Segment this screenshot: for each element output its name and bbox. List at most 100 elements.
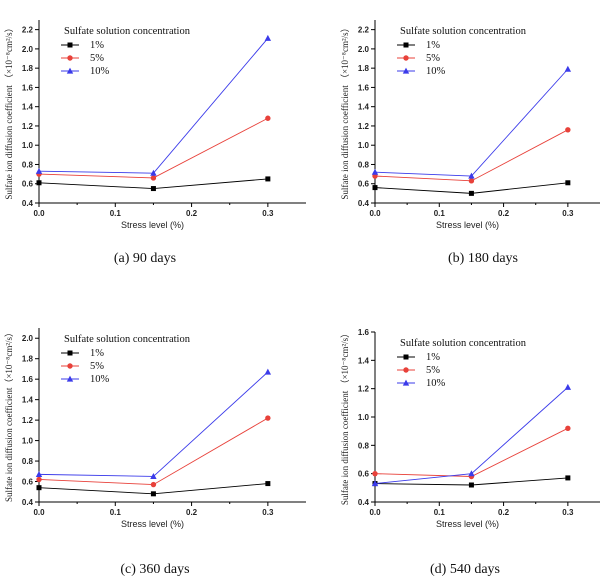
data-point-10pct <box>150 169 157 176</box>
data-point-10pct <box>564 383 572 390</box>
y-tick-label: 1.2 <box>22 416 34 425</box>
data-point-10pct <box>35 470 43 477</box>
data-point-10pct <box>371 168 379 175</box>
x-axis-label: Stress level (%) <box>121 519 184 529</box>
chart-panel-1: 0.0 0.1 0.2 0.3 0.4 0.6 0.8 1.0 1.2 1.4 1.6 1.8 2.0 2… <box>4 20 306 266</box>
x-tick-label: 0.0 <box>33 508 45 517</box>
y-tick-label: 2.0 <box>358 45 370 54</box>
legend-item-label: 1% <box>90 348 104 359</box>
data-point-10pct <box>264 34 272 41</box>
legend-marker <box>67 363 73 369</box>
y-axis-label: Sulfate ion diffusion coefficient （×10⁻⁸… <box>340 329 350 505</box>
chart-panel-2: 0.0 0.1 0.2 0.3 0.4 0.6 0.8 1.0 1.2 1.4 1.6 1.8 2.0 2… <box>340 20 600 266</box>
y-axis-label: Sulfate ion diffusion coefficient（×10⁻⁸c… <box>4 328 14 502</box>
series-line-5pct <box>374 427 569 477</box>
x-tick-label: 0.0 <box>33 209 45 218</box>
y-tick-label: 1.4 <box>358 103 370 112</box>
x-tick-label: 0.0 <box>369 508 381 517</box>
legend-item-label: 1% <box>426 352 440 363</box>
y-tick-label: 1.0 <box>22 141 34 150</box>
x-tick-label: 0.0 <box>369 209 381 218</box>
panel-caption: (c) 360 days <box>120 562 189 577</box>
y-tick-label: 0.4 <box>22 199 34 208</box>
data-point-5pct <box>265 115 271 121</box>
data-point-5pct <box>265 415 271 421</box>
data-point-1pct <box>565 475 571 481</box>
data-point-1pct <box>36 485 42 491</box>
data-point-10pct <box>564 65 572 72</box>
legend-item-label: 10% <box>426 66 446 77</box>
panel-caption: (b) 180 days <box>448 251 518 266</box>
y-tick-label: 1.4 <box>22 103 34 112</box>
legend-item-label: 5% <box>90 53 104 64</box>
data-point-1pct <box>265 481 271 487</box>
x-tick-label: 0.2 <box>498 508 510 517</box>
data-point-10pct <box>468 172 475 179</box>
y-tick-label: 1.8 <box>22 355 34 364</box>
legend-marker <box>67 55 73 61</box>
series-line-10pct <box>374 386 569 485</box>
y-tick-label: 1.0 <box>22 437 34 446</box>
legend-marker <box>403 367 409 373</box>
y-tick-label: 1.2 <box>358 385 370 394</box>
y-tick-label: 2.0 <box>22 45 34 54</box>
x-tick-label: 0.1 <box>434 508 446 517</box>
data-point-5pct <box>150 481 157 488</box>
data-point-10pct <box>468 470 475 477</box>
legend-title: Sulfate solution concentration <box>400 26 527 37</box>
y-tick-label: 0.4 <box>22 498 34 507</box>
data-point-5pct <box>565 127 571 133</box>
y-tick-label: 0.8 <box>22 457 34 466</box>
legend-item-label: 5% <box>426 365 440 376</box>
data-point-1pct <box>565 180 571 186</box>
series-line-10pct <box>38 38 269 174</box>
data-point-5pct <box>372 470 378 477</box>
y-tick-label: 1.6 <box>358 83 370 92</box>
x-tick-label: 0.3 <box>562 508 574 517</box>
data-point-10pct <box>35 167 43 174</box>
y-tick-label: 0.8 <box>358 160 370 169</box>
x-tick-label: 0.1 <box>110 508 122 517</box>
y-tick-label: 1.4 <box>358 356 370 365</box>
legend-marker <box>403 55 409 61</box>
y-tick-label: 1.8 <box>358 64 370 73</box>
x-tick-label: 0.3 <box>562 209 574 218</box>
x-tick-label: 0.3 <box>262 508 274 517</box>
x-tick-label: 0.2 <box>186 508 198 517</box>
x-tick-label: 0.2 <box>498 209 510 218</box>
legend-item-label: 1% <box>426 40 440 51</box>
x-tick-label: 0.1 <box>434 209 446 218</box>
data-point-10pct <box>371 480 379 487</box>
legend-title: Sulfate solution concentration <box>400 338 527 349</box>
series-line-10pct <box>374 68 569 177</box>
legend-marker <box>402 379 410 386</box>
legend-marker <box>66 67 74 74</box>
y-tick-label: 0.6 <box>358 470 370 479</box>
data-point-5pct <box>150 175 157 181</box>
panel-caption: (a) 90 days <box>114 251 176 266</box>
series-line-10pct <box>38 371 269 477</box>
y-tick-label: 0.8 <box>358 441 370 450</box>
y-tick-label: 2.2 <box>22 26 34 35</box>
legend-item-label: 10% <box>90 374 110 385</box>
data-point-1pct <box>265 176 271 182</box>
data-point-1pct <box>468 190 474 196</box>
data-point-10pct <box>150 473 157 480</box>
y-tick-label: 2.2 <box>358 26 370 35</box>
legend-marker <box>403 354 409 360</box>
x-tick-label: 0.1 <box>110 209 122 218</box>
data-point-1pct <box>150 186 156 192</box>
legend-item-label: 5% <box>90 361 104 372</box>
y-tick-label: 1.2 <box>358 122 370 131</box>
y-tick-label: 0.4 <box>358 498 370 507</box>
data-point-1pct <box>36 180 42 186</box>
y-axis-label: Sulfate ion diffusion coefficient （×10⁻⁸… <box>4 23 14 199</box>
legend-item-label: 1% <box>90 40 104 51</box>
y-tick-label: 1.0 <box>358 141 370 150</box>
data-point-10pct <box>264 368 272 375</box>
y-tick-label: 0.6 <box>22 478 34 487</box>
x-tick-label: 0.3 <box>262 209 274 218</box>
x-axis-label: Stress level (%) <box>121 220 184 230</box>
x-tick-label: 0.2 <box>186 209 198 218</box>
